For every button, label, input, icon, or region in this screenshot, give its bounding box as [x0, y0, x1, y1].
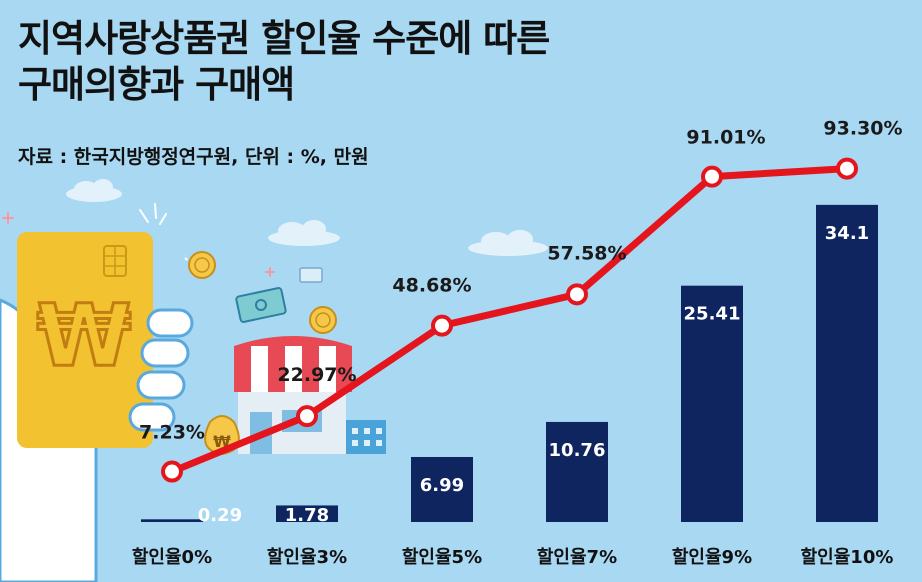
banknote-icon: [235, 287, 287, 323]
hand-with-card-illustration: ₩: [0, 232, 194, 582]
line-value-label: 93.30%: [823, 118, 902, 140]
line-value-label: 57.58%: [547, 242, 626, 264]
line-path: [168, 165, 851, 476]
x-tick-label: 할인율7%: [537, 546, 617, 568]
cloud-icon: [468, 230, 548, 256]
line-value-label: 7.23%: [139, 422, 205, 444]
title-line-2: 구매의향과 구매액: [18, 63, 295, 106]
coin-icon: [188, 251, 216, 279]
x-tick-label: 할인율9%: [672, 546, 752, 568]
bar: [141, 519, 203, 522]
line-value-labels: 7.23% 22.97% 48.68% 57.58% 91.01% 93.30%: [139, 118, 903, 444]
x-tick-label: 할인율5%: [402, 546, 482, 568]
x-tick-label: 할인율0%: [132, 546, 212, 568]
bar: [816, 204, 878, 522]
bar: [546, 421, 608, 522]
line-point: [431, 314, 453, 337]
page-title: 지역사랑상품권 할인율 수준에 따른 구매의향과 구매액: [18, 16, 550, 108]
bar-value-label: 25.41: [684, 304, 741, 325]
bar-value-label: 0.29: [198, 505, 242, 526]
bar-value-label: 34.1: [825, 223, 869, 244]
bar-value-label: 1.78: [285, 505, 329, 526]
line-point: [161, 460, 183, 483]
won-sign-icon: ₩: [37, 286, 132, 386]
plus-sparkle-icon: [265, 267, 275, 277]
x-tick-label: 할인율10%: [801, 546, 894, 568]
line-point: [566, 283, 588, 306]
bar-value-labels: 0.29 1.78 6.99 10.76 25.41 34.1: [198, 223, 869, 526]
line-point: [296, 405, 318, 428]
source-note: 자료 : 한국지방행정연구원, 단위 : %, 만원: [18, 146, 369, 168]
bar-value-label: 10.76: [549, 440, 606, 461]
title-line-1: 지역사랑상품권 할인율 수준에 따른: [18, 17, 550, 60]
cloud-icon: [268, 220, 340, 246]
bar: [681, 285, 743, 522]
coin-icon: [309, 306, 337, 334]
line-value-label: 91.01%: [686, 127, 765, 149]
sparkle-icon: [139, 203, 167, 225]
line-point: [836, 157, 858, 180]
storefront-illustration: [234, 336, 386, 454]
bar-series: [141, 204, 878, 522]
bar: [276, 505, 338, 522]
line-point: [701, 165, 723, 188]
x-axis-tick-labels: 할인율0% 할인율3% 할인율5% 할인율7% 할인율9% 할인율10%: [132, 546, 894, 568]
card-icon: [17, 232, 153, 448]
bar: [411, 456, 473, 522]
banknote-icon: [299, 267, 323, 283]
line-series: [161, 157, 858, 483]
bar-value-label: 6.99: [420, 475, 464, 496]
line-value-label: 48.68%: [392, 275, 471, 297]
plus-sparkle-icon: [2, 212, 14, 224]
line-value-label: 22.97%: [277, 364, 356, 386]
x-tick-label: 할인율3%: [267, 546, 347, 568]
cloud-icon: [66, 179, 122, 202]
